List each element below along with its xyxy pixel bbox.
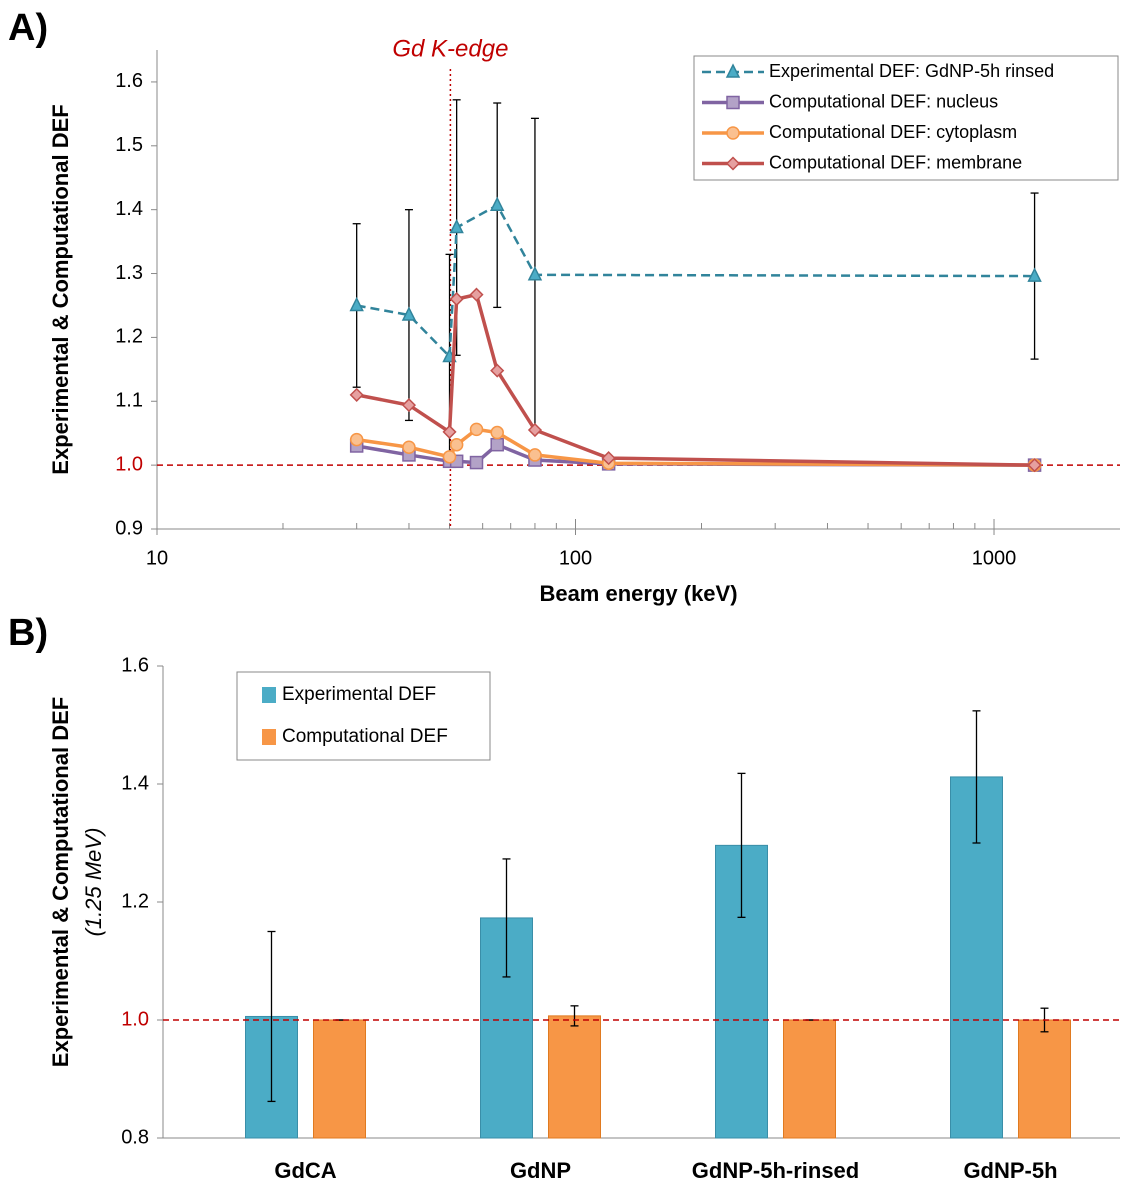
marker — [489, 196, 505, 211]
legend-label: Experimental DEF: GdNP-5h rinsed — [769, 61, 1054, 81]
x-tick-label: GdNP — [510, 1158, 571, 1183]
y-axis-title: Experimental & Computational DEF — [48, 697, 73, 1067]
legend-box — [693, 55, 1119, 181]
marker — [449, 437, 464, 452]
panel-label: B) — [8, 612, 48, 654]
legend-label: Computational DEF: nucleus — [769, 91, 998, 111]
marker — [490, 363, 505, 378]
marker — [725, 156, 741, 171]
error-bar — [737, 772, 746, 918]
marker — [1027, 267, 1042, 282]
marker — [469, 455, 484, 470]
error-bar — [502, 858, 511, 978]
legend-box — [236, 671, 491, 761]
bar — [783, 1019, 836, 1139]
x-axis-title: Beam energy (keV) — [539, 581, 737, 606]
legend-label: Computational DEF — [282, 726, 448, 747]
marker — [449, 218, 464, 234]
x-tick-label: 100 — [559, 547, 592, 569]
y-tick-label: 0.9 — [115, 517, 143, 539]
y-tick-label: 1.0 — [115, 453, 143, 475]
error-bar — [570, 1005, 579, 1027]
bar — [548, 1015, 601, 1139]
x-tick-label: GdNP-5h — [963, 1158, 1057, 1183]
marker — [601, 451, 616, 466]
legend-swatch — [262, 687, 276, 703]
marker — [725, 63, 741, 78]
x-tick-label: 10 — [146, 547, 168, 569]
marker — [449, 292, 464, 307]
legend-swatch — [262, 729, 276, 745]
marker — [349, 387, 364, 402]
legend-label: Experimental DEF — [282, 684, 436, 705]
marker — [527, 422, 543, 438]
annotation-bg — [362, 34, 539, 66]
y-tick-label: 1.0 — [121, 1008, 149, 1030]
y-axis-title: Experimental & Computational DEF — [48, 104, 73, 474]
y-tick-label: 1.2 — [115, 326, 143, 348]
marker — [469, 287, 484, 302]
marker — [442, 424, 457, 439]
annotation: Gd K-edge — [392, 35, 508, 62]
legend-label: Computational DEF: membrane — [769, 152, 1022, 172]
marker — [442, 450, 457, 464]
x-tick-label: GdCA — [274, 1158, 336, 1183]
y-tick-label: 1.6 — [121, 654, 149, 676]
panel-label: A) — [8, 7, 48, 49]
marker — [469, 422, 484, 437]
bar — [1018, 1019, 1071, 1139]
x-tick-label: GdNP-5h-rinsed — [692, 1158, 859, 1183]
y-tick-label: 1.4 — [121, 772, 149, 794]
bar — [313, 1019, 366, 1139]
marker — [490, 437, 504, 452]
marker — [726, 126, 740, 140]
error-bar — [972, 710, 981, 844]
legend-label: Computational DEF: cytoplasm — [769, 122, 1017, 142]
y-tick-label: 1.2 — [121, 890, 149, 912]
marker — [528, 448, 542, 462]
marker — [402, 440, 416, 455]
y-tick-label: 1.4 — [115, 198, 143, 220]
error-bar — [267, 930, 276, 1103]
marker — [349, 432, 364, 447]
marker — [349, 296, 364, 312]
y-tick-label: 1.1 — [115, 390, 143, 412]
y-axis-subtitle: (1.25 MeV) — [81, 828, 106, 937]
marker — [401, 398, 417, 413]
y-tick-label: 1.5 — [115, 134, 143, 156]
y-tick-label: 1.6 — [115, 70, 143, 92]
marker — [726, 95, 740, 110]
marker — [527, 266, 543, 281]
marker — [401, 306, 417, 321]
y-tick-label: 0.8 — [121, 1126, 149, 1148]
x-tick-label: 1000 — [972, 547, 1017, 569]
marker — [490, 425, 504, 440]
marker — [1027, 458, 1042, 473]
y-tick-label: 1.3 — [115, 262, 143, 284]
